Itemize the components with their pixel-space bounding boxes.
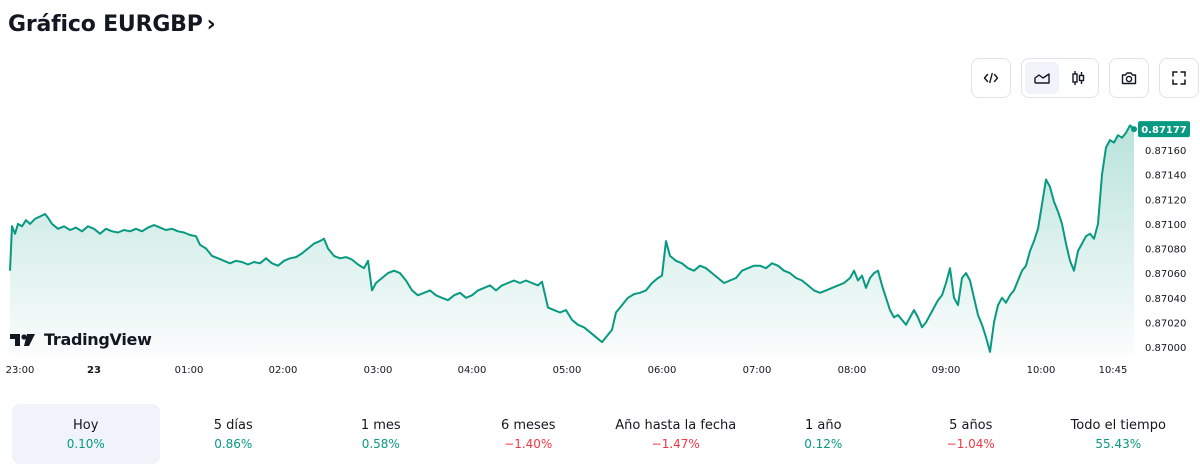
period-label: 1 mes bbox=[360, 417, 401, 433]
svg-text:05:00: 05:00 bbox=[553, 365, 582, 376]
svg-text:0.87177: 0.87177 bbox=[1141, 125, 1187, 136]
snapshot-button[interactable] bbox=[1109, 58, 1149, 98]
svg-text:02:00: 02:00 bbox=[269, 365, 298, 376]
candles-chart-button[interactable] bbox=[1061, 62, 1095, 94]
tradingview-logo-icon bbox=[10, 333, 35, 346]
area-chart-plot[interactable]: 0.87000 0.87020 0.87040 0.87060 0.87080 0.871… bbox=[0, 110, 1200, 380]
area-chart-icon bbox=[1034, 73, 1050, 84]
period-tab-all-time[interactable]: Todo el tiempo 55.43% bbox=[1045, 404, 1193, 464]
camera-icon bbox=[1121, 72, 1137, 85]
chart-toolbar bbox=[971, 58, 1199, 98]
page-title[interactable]: Gráfico EURGBP › bbox=[8, 12, 216, 37]
title-text: Gráfico EURGBP bbox=[8, 12, 203, 37]
svg-text:0.87000: 0.87000 bbox=[1145, 343, 1186, 354]
period-tab-1-year[interactable]: 1 año 0.12% bbox=[750, 404, 898, 464]
svg-text:06:00: 06:00 bbox=[648, 365, 677, 376]
candlestick-icon bbox=[1072, 71, 1085, 85]
chart-type-toggle bbox=[1021, 58, 1099, 98]
period-tab-5-days[interactable]: 5 días 0.86% bbox=[160, 404, 308, 464]
code-icon bbox=[983, 72, 999, 84]
svg-text:23:00: 23:00 bbox=[6, 365, 35, 376]
fullscreen-icon bbox=[1172, 71, 1186, 85]
svg-text:07:00: 07:00 bbox=[743, 365, 772, 376]
svg-text:0.87100: 0.87100 bbox=[1145, 220, 1186, 231]
period-change: 55.43% bbox=[1095, 436, 1142, 451]
svg-text:0.87080: 0.87080 bbox=[1145, 245, 1186, 256]
tradingview-logo[interactable]: TradingView bbox=[10, 330, 152, 349]
embed-code-button[interactable] bbox=[971, 58, 1011, 98]
period-change: −1.47% bbox=[651, 436, 700, 451]
period-change: 0.58% bbox=[361, 436, 400, 451]
period-change: 0.10% bbox=[66, 436, 105, 451]
period-label: 5 días bbox=[213, 417, 253, 433]
time-axis[interactable]: 23:00 23 01:00 02:00 03:00 04:00 05:00 06:00 07:… bbox=[6, 365, 1128, 376]
svg-text:0.87060: 0.87060 bbox=[1145, 269, 1186, 280]
period-tab-1-month[interactable]: 1 mes 0.58% bbox=[307, 404, 455, 464]
svg-text:10:45: 10:45 bbox=[1099, 365, 1128, 376]
fullscreen-button[interactable] bbox=[1159, 58, 1199, 98]
area-chart-button[interactable] bbox=[1025, 62, 1059, 94]
tradingview-logo-text: TradingView bbox=[44, 330, 152, 349]
svg-text:09:00: 09:00 bbox=[932, 365, 961, 376]
period-label: Todo el tiempo bbox=[1070, 417, 1166, 433]
price-line bbox=[9, 124, 1135, 353]
svg-text:0.87120: 0.87120 bbox=[1145, 195, 1186, 206]
svg-text:01:00: 01:00 bbox=[175, 365, 204, 376]
svg-text:0.87160: 0.87160 bbox=[1145, 146, 1186, 157]
svg-text:0.87020: 0.87020 bbox=[1145, 318, 1186, 329]
period-label: 1 año bbox=[804, 417, 842, 433]
svg-text:04:00: 04:00 bbox=[458, 365, 487, 376]
period-change: 0.12% bbox=[804, 436, 843, 451]
period-label: Año hasta la fecha bbox=[615, 417, 737, 433]
svg-text:03:00: 03:00 bbox=[364, 365, 393, 376]
price-axis[interactable]: 0.87000 0.87020 0.87040 0.87060 0.87080 0.871… bbox=[1145, 146, 1186, 354]
period-tab-6-months[interactable]: 6 meses −1.40% bbox=[455, 404, 603, 464]
period-change: −1.04% bbox=[946, 436, 995, 451]
period-label: Hoy bbox=[73, 417, 99, 433]
svg-text:0.87140: 0.87140 bbox=[1145, 171, 1186, 182]
svg-text:23: 23 bbox=[87, 365, 101, 376]
chevron-right-icon: › bbox=[206, 12, 216, 37]
period-tab-today[interactable]: Hoy 0.10% bbox=[12, 404, 160, 464]
period-tab-5-years[interactable]: 5 años −1.04% bbox=[897, 404, 1045, 464]
svg-text:10:00: 10:00 bbox=[1027, 365, 1056, 376]
period-label: 5 años bbox=[949, 417, 993, 433]
current-price-badge: 0.87177 bbox=[1131, 121, 1190, 138]
period-change: 0.86% bbox=[214, 436, 253, 451]
svg-text:08:00: 08:00 bbox=[838, 365, 867, 376]
svg-text:0.87040: 0.87040 bbox=[1145, 294, 1186, 305]
price-chart[interactable]: 0.87000 0.87020 0.87040 0.87060 0.87080 0.871… bbox=[0, 110, 1200, 380]
period-label: 6 meses bbox=[500, 417, 556, 433]
period-change: −1.40% bbox=[504, 436, 553, 451]
period-tabs: Hoy 0.10% 5 días 0.86% 1 mes 0.58% 6 mes… bbox=[12, 404, 1192, 464]
area-fill bbox=[10, 125, 1134, 356]
period-tab-ytd[interactable]: Año hasta la fecha −1.47% bbox=[602, 404, 750, 464]
